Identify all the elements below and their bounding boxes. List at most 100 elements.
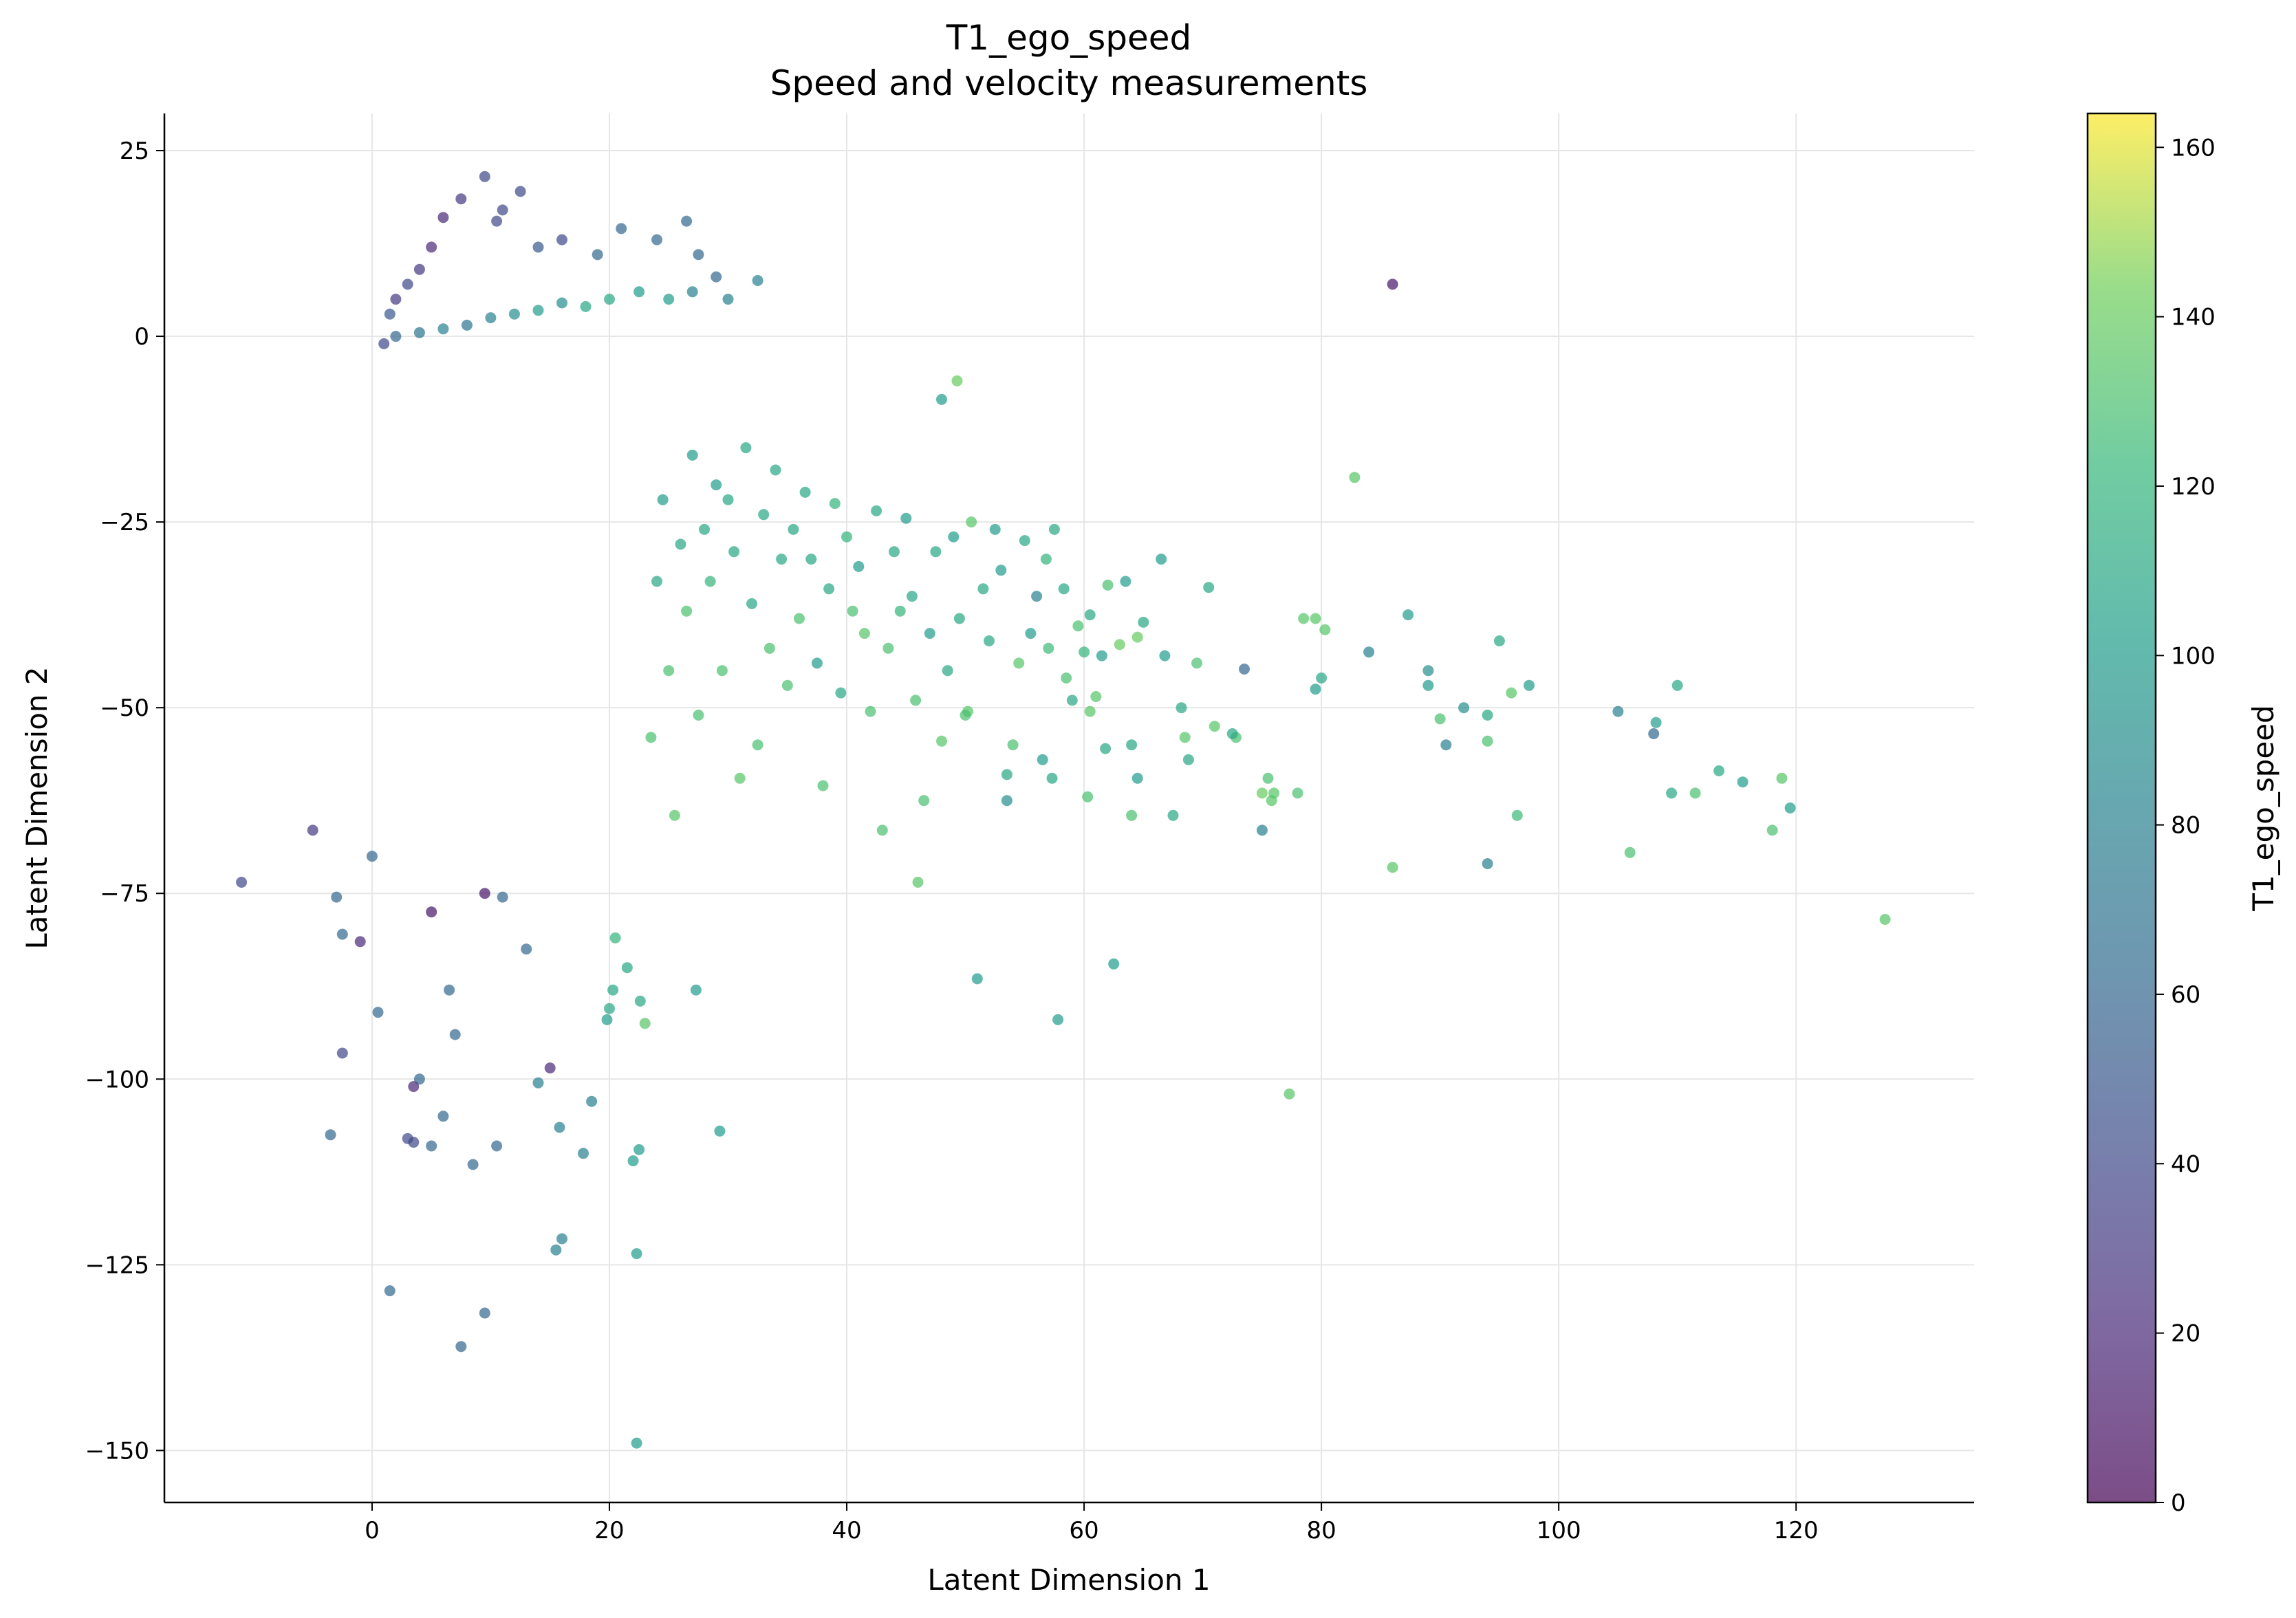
colorbar-tick-label: 140 [2171, 304, 2216, 331]
data-point [716, 665, 728, 677]
data-point [1879, 914, 1891, 925]
colorbar-gradient [2088, 113, 2156, 1502]
y-tick-label: −125 [85, 1251, 149, 1279]
data-point [752, 739, 763, 751]
data-point [426, 241, 437, 253]
data-point [1066, 695, 1078, 706]
data-point [1434, 713, 1446, 725]
data-point [556, 297, 567, 309]
data-point [325, 1129, 336, 1141]
data-point [817, 780, 829, 791]
data-point [601, 1014, 613, 1025]
data-point [1191, 657, 1202, 669]
data-point [1766, 824, 1778, 836]
data-point [1058, 583, 1070, 595]
data-point [336, 1047, 348, 1059]
y-tick-label: −150 [85, 1437, 149, 1465]
grid-lines [164, 113, 1974, 1502]
data-point [1043, 642, 1054, 654]
data-point [711, 271, 722, 283]
data-point [889, 546, 900, 558]
data-point [951, 375, 963, 386]
data-point [413, 1073, 425, 1085]
data-point [1108, 958, 1120, 970]
data-point [532, 241, 544, 253]
data-point [390, 331, 402, 342]
data-point [402, 1133, 413, 1144]
data-point [699, 523, 710, 535]
x-tick-label: 60 [1069, 1517, 1098, 1544]
data-point [1079, 646, 1090, 658]
data-point [910, 695, 922, 706]
data-point [639, 1018, 651, 1029]
data-point [663, 294, 675, 305]
data-point [621, 962, 633, 974]
data-point [580, 300, 592, 312]
data-point [1349, 472, 1361, 483]
colorbar-tick-label: 40 [2171, 1150, 2200, 1178]
x-tick-label: 80 [1306, 1517, 1336, 1544]
data-point [1648, 728, 1660, 739]
data-point [1482, 735, 1493, 747]
data-point [722, 494, 734, 505]
data-point [479, 171, 490, 182]
data-point [532, 305, 544, 316]
data-point [651, 234, 662, 245]
data-point [1031, 591, 1043, 602]
data-point [1458, 702, 1470, 714]
data-point [924, 628, 935, 639]
data-point [354, 936, 366, 948]
x-ticks: 0 20 40 60 80 100 120 [365, 1502, 1819, 1544]
data-point [467, 1159, 479, 1170]
data-point [592, 249, 603, 261]
data-point [544, 1062, 556, 1074]
data-point [631, 1248, 642, 1260]
data-point [971, 973, 983, 985]
data-point [1072, 620, 1084, 632]
data-point [521, 943, 532, 955]
data-point [711, 479, 722, 491]
data-point [728, 546, 740, 558]
data-point [841, 531, 852, 543]
data-point [1262, 772, 1274, 784]
colorbar-tick-label: 0 [2171, 1489, 2186, 1517]
data-point [704, 576, 716, 587]
data-point [1013, 657, 1025, 669]
data-point [336, 928, 348, 940]
data-point [578, 1148, 589, 1159]
data-point [1126, 739, 1138, 751]
data-point [604, 1003, 615, 1014]
data-point [426, 1140, 437, 1152]
data-point [1100, 743, 1112, 754]
data-point [616, 223, 627, 234]
data-point [847, 605, 858, 617]
data-point [1096, 650, 1107, 662]
data-point [758, 509, 770, 521]
data-point [1256, 824, 1268, 836]
data-point [663, 665, 675, 677]
data-point [1671, 679, 1683, 691]
data-point [437, 212, 449, 223]
data-point [977, 583, 989, 595]
data-point [1737, 776, 1748, 788]
data-point [408, 1081, 420, 1093]
data-point [740, 442, 752, 454]
data-point [1040, 554, 1052, 565]
data-point [693, 249, 704, 261]
x-tick-label: 100 [1537, 1517, 1581, 1544]
data-point [930, 546, 942, 558]
data-point [1102, 579, 1114, 591]
data-point [1776, 772, 1788, 784]
data-point [378, 338, 390, 349]
data-point [532, 1077, 544, 1089]
data-point [770, 464, 781, 476]
chart-title: T1_ego_speed [946, 18, 1192, 58]
data-point [1120, 576, 1131, 587]
data-point [402, 278, 413, 290]
data-point [1666, 787, 1678, 799]
x-tick-label: 120 [1774, 1517, 1819, 1544]
data-point [1046, 772, 1058, 784]
axes [163, 113, 1974, 1504]
data-point [1084, 706, 1096, 717]
colorbar-tick-label: 80 [2171, 812, 2200, 840]
